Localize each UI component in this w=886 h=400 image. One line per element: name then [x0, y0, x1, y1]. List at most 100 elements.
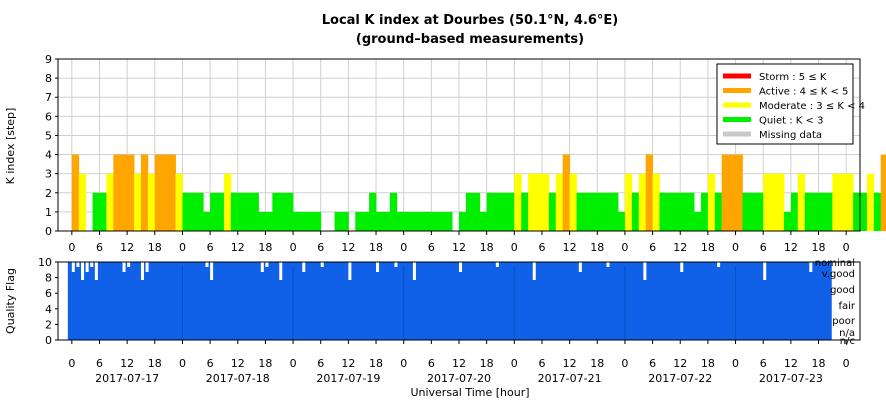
k-ytick-label: 8: [45, 72, 52, 85]
k-bar: [161, 154, 170, 231]
quality-fill: [67, 262, 832, 340]
k-bar: [279, 192, 287, 231]
quality-notch: [717, 262, 721, 267]
k-bar: [479, 211, 488, 231]
k-bar: [189, 192, 197, 231]
q-xtick-label: 6: [317, 357, 324, 370]
k-ytick-label: 9: [45, 53, 52, 66]
quality-notch: [832, 262, 836, 267]
k-bar: [403, 211, 412, 231]
q-xtick-label: 0: [732, 357, 739, 370]
k-bar: [694, 211, 702, 231]
k-bar: [624, 173, 633, 231]
q-xtick-label: 12: [673, 357, 687, 370]
k-bar: [92, 192, 100, 231]
q-xtick-label: 0: [400, 357, 407, 370]
k-bar: [652, 173, 660, 231]
q-xtick-label: 6: [207, 357, 214, 370]
q-date-label: 2017-07-18: [206, 372, 270, 385]
k-bar: [638, 173, 647, 231]
k-bar: [217, 192, 225, 231]
k-bar: [306, 211, 315, 231]
q-axes-frame: [57, 261, 861, 341]
quality-notch: [210, 262, 214, 280]
k-bar: [707, 173, 716, 231]
k-bar: [645, 154, 653, 231]
k-bar: [742, 192, 750, 231]
q-date-label: 2017-07-17: [95, 372, 159, 385]
q-xtick-label: 12: [341, 357, 355, 370]
k-xtick-label: 0: [621, 241, 628, 254]
k-bar: [140, 154, 149, 231]
k-bar: [127, 154, 135, 231]
k-bar: [286, 192, 294, 231]
k-xtick-label: 0: [68, 241, 75, 254]
quality-notch: [90, 262, 94, 267]
legend-label: Active : 4 ≤ K < 5: [759, 87, 848, 98]
q-date-label: 2017-07-20: [427, 372, 491, 385]
q-ytick-label: 10: [38, 256, 52, 269]
legend-label: Quiet : K < 3: [759, 116, 823, 127]
k-bar: [500, 192, 508, 231]
quality-notch: [145, 262, 149, 272]
k-ytick-label: 3: [45, 168, 52, 181]
q-date-label: 2017-07-19: [316, 372, 380, 385]
k-ytick-label: 0: [45, 225, 52, 238]
quality-notch: [140, 262, 144, 280]
k-bar: [134, 173, 142, 231]
k-bar: [846, 173, 854, 231]
quality-level-label: n/a: [839, 328, 855, 339]
k-bar: [424, 211, 432, 231]
title-line-2: (ground–based measurements): [356, 32, 584, 47]
q-xtick-label: 0: [179, 357, 186, 370]
k-bar: [687, 192, 695, 231]
k-xtick-label: 6: [428, 241, 435, 254]
k-bar: [860, 192, 868, 231]
k-xtick-label: 18: [369, 241, 383, 254]
k-xtick-label: 18: [258, 241, 272, 254]
k-bar: [223, 173, 232, 231]
k-bar: [555, 173, 564, 231]
k-bar: [673, 192, 681, 231]
k-bar: [182, 192, 190, 231]
xaxis-label: Universal Time [hour]: [410, 386, 529, 399]
quality-notch: [680, 262, 684, 272]
k-xtick-label: 18: [590, 241, 604, 254]
k-bar: [576, 192, 584, 231]
k-bar: [749, 192, 757, 231]
k-bar: [583, 192, 591, 231]
quality-notch: [127, 262, 131, 267]
k-bar: [445, 211, 453, 231]
k-bar: [528, 173, 536, 231]
quality-notch: [643, 262, 647, 280]
k-bar: [631, 192, 640, 231]
k-xtick-label: 6: [96, 241, 103, 254]
k-xtick-label: 0: [511, 241, 518, 254]
q-xtick-label: 18: [701, 357, 715, 370]
k-bar: [272, 192, 280, 231]
q-xtick-label: 6: [649, 357, 656, 370]
k-xtick-label: 0: [400, 241, 407, 254]
k-ytick-label: 2: [45, 187, 52, 200]
q-xtick-label: 18: [369, 357, 383, 370]
k-bar: [334, 211, 342, 231]
k-bar: [811, 192, 819, 231]
quality-level-label: poor: [832, 316, 856, 327]
k-bar: [714, 192, 723, 231]
quality-level-label: n/c: [840, 336, 855, 347]
k-bar: [666, 192, 674, 231]
q-ytick-label: 8: [45, 272, 52, 285]
k-bar: [611, 192, 619, 231]
q-xtick-label: 12: [563, 357, 577, 370]
k-bar: [265, 211, 273, 231]
q-xtick-label: 6: [96, 357, 103, 370]
q-xtick-label: 18: [480, 357, 494, 370]
k-bar: [790, 192, 799, 231]
k-bar: [293, 211, 301, 231]
k-xtick-label: 12: [341, 241, 355, 254]
k-bar: [106, 173, 114, 231]
quality-notch: [320, 262, 324, 267]
title-line-1: Local K index at Dourbes (50.1°N, 4.6°E): [322, 13, 619, 28]
